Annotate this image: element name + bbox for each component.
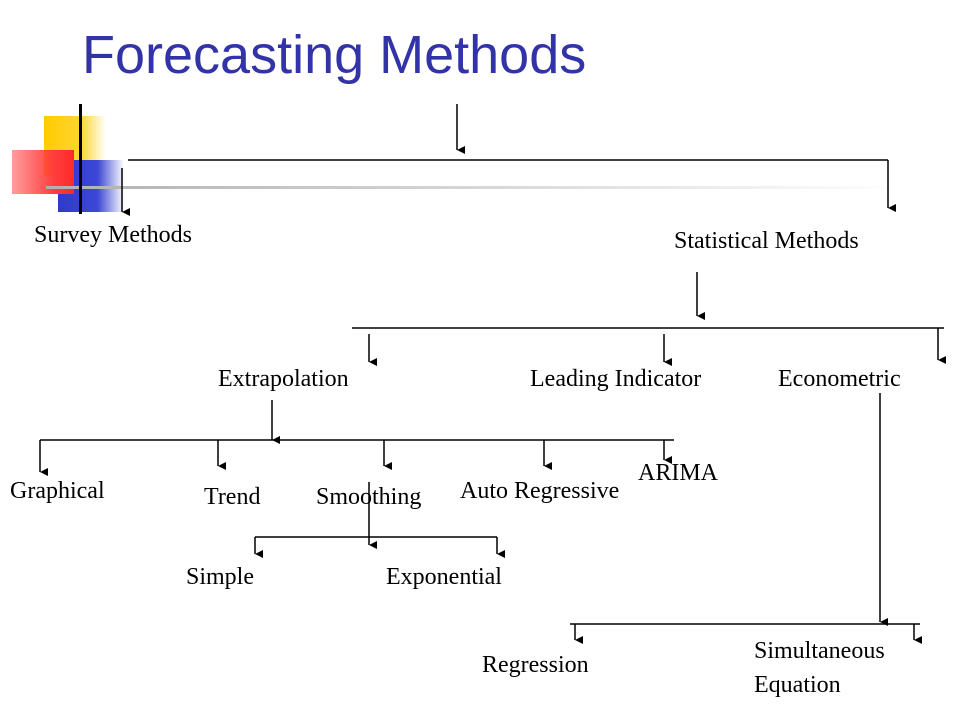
node-simultaneous-line1: Simultaneous	[754, 638, 885, 664]
node-extrapolation: Extrapolation	[218, 366, 349, 392]
node-exponential: Exponential	[386, 564, 502, 590]
node-econometric: Econometric	[778, 366, 901, 392]
node-leading-indicator: Leading Indicator	[530, 366, 702, 392]
decorative-vertical-line	[79, 104, 82, 214]
node-simultaneous-equation: Simultaneous Equation	[754, 636, 934, 700]
node-simultaneous-line2: Equation	[754, 672, 841, 698]
decorative-horizontal-line	[46, 186, 906, 189]
node-auto-regressive: Auto Regressive	[460, 478, 620, 504]
slide-title: Forecasting Methods	[82, 25, 587, 85]
node-arima: ARIMA	[638, 460, 719, 486]
node-trend: Trend	[204, 484, 261, 510]
node-simple: Simple	[186, 564, 255, 590]
node-graphical: Graphical	[10, 478, 105, 504]
node-statistical-methods: Statistical Methods	[674, 228, 859, 254]
node-survey-methods: Survey Methods	[34, 222, 192, 248]
node-regression: Regression	[482, 652, 589, 678]
node-smoothing: Smoothing	[316, 484, 422, 510]
